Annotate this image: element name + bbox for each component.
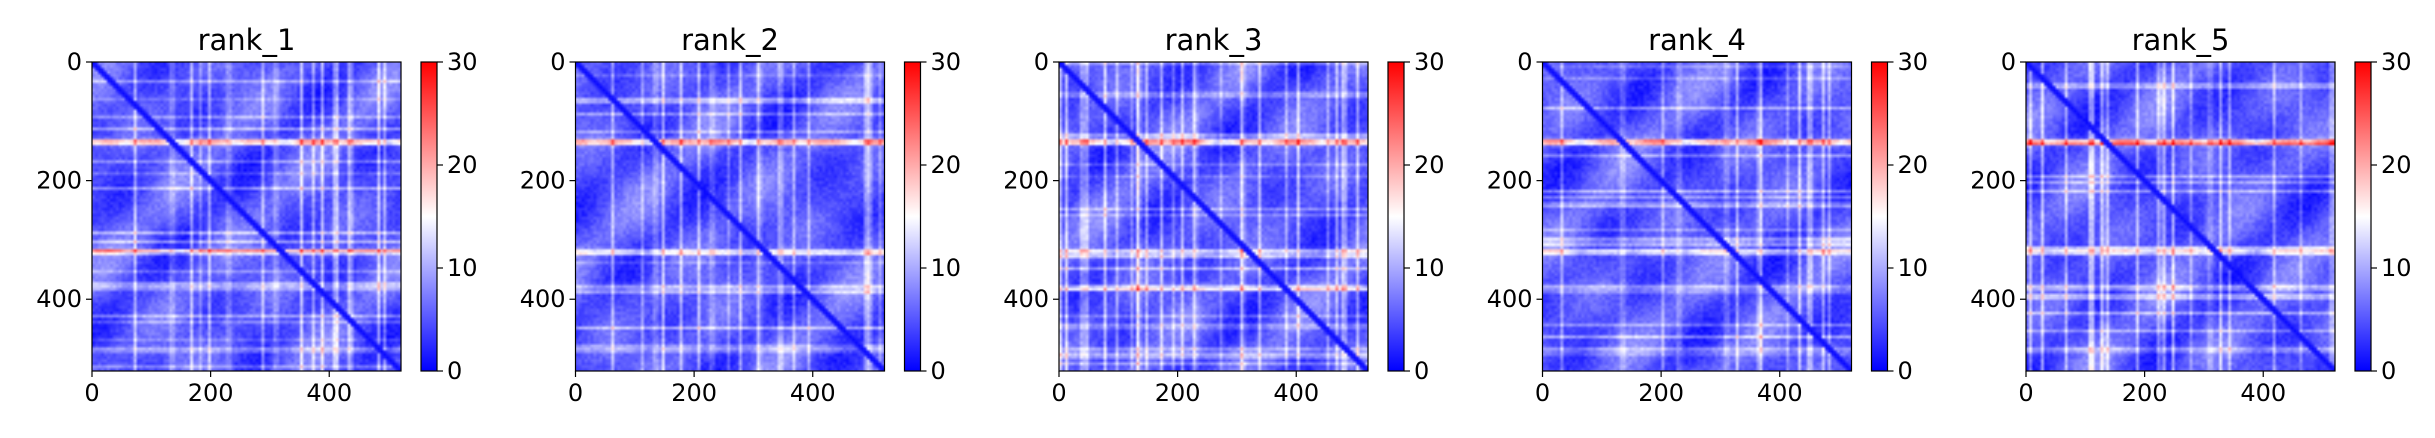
y-tick-label: 200 <box>1970 167 2016 195</box>
y-tick-label: 400 <box>1970 285 2016 313</box>
heatmap-frame <box>574 61 886 372</box>
colorbar-tick-label: 30 <box>2381 48 2412 76</box>
x-tick-label: 0 <box>1051 379 1066 407</box>
heatmap-image <box>92 62 401 371</box>
colorbar-tick-label: 10 <box>447 254 478 282</box>
x-tick-label: 200 <box>1638 379 1684 407</box>
colorbar-tick-label: 30 <box>1414 48 1445 76</box>
colorbar-tick-label: 0 <box>1898 357 1913 385</box>
heatmap-image <box>1542 62 1852 371</box>
colorbar-tick-label: 20 <box>1898 151 1929 179</box>
y-tick-label: 200 <box>1003 167 1049 195</box>
x-tick-label: 200 <box>671 379 717 407</box>
y-tick-label: 200 <box>1487 167 1533 195</box>
colorbar-tick-label: 20 <box>2381 151 2412 179</box>
colorbar-tick-label: 20 <box>1414 151 1445 179</box>
y-tick-label: 0 <box>67 48 82 76</box>
panel-title: rank_1 <box>198 23 296 57</box>
x-tick-label: 400 <box>1757 379 1803 407</box>
heatmap-panel: rank_2 0 200 400 0 200 400 0 10 20 30 <box>520 23 961 407</box>
y-tick-label: 0 <box>2001 48 2016 76</box>
x-tick-label: 400 <box>2240 379 2286 407</box>
y-tick-label: 0 <box>1034 48 1049 76</box>
x-tick-label: 200 <box>2122 379 2168 407</box>
heatmap-frame <box>1058 61 1369 372</box>
panel-title: rank_2 <box>681 23 779 57</box>
heatmap-frame <box>91 61 402 372</box>
y-tick-label: 400 <box>1003 285 1049 313</box>
colorbar-tick-label: 10 <box>1898 254 1929 282</box>
x-tick-label: 200 <box>188 379 234 407</box>
panel-title: rank_5 <box>2132 23 2230 57</box>
heatmap-panel: rank_1 0 200 400 0 200 400 0 10 20 30 <box>36 23 477 407</box>
colorbar <box>1387 61 1405 372</box>
heatmap-image <box>575 62 885 371</box>
y-tick-label: 0 <box>550 48 565 76</box>
colorbar-tick-label: 0 <box>931 357 946 385</box>
heatmap-image <box>1059 62 1368 371</box>
colorbar <box>2354 61 2372 372</box>
colorbar-tick-label: 0 <box>2381 357 2396 385</box>
colorbar-tick-label: 30 <box>447 48 478 76</box>
colorbar-tick-label: 10 <box>2381 254 2412 282</box>
x-tick-label: 400 <box>790 379 836 407</box>
colorbar-tick-label: 20 <box>931 151 962 179</box>
colorbar <box>903 61 922 372</box>
colorbar <box>1870 61 1889 372</box>
heatmap-panel: rank_4 0 200 400 0 200 400 0 10 20 30 <box>1487 23 1928 407</box>
x-tick-label: 0 <box>84 379 99 407</box>
colorbar-tick-label: 0 <box>447 357 462 385</box>
panel-title: rank_3 <box>1165 23 1263 57</box>
x-tick-label: 400 <box>306 379 352 407</box>
x-tick-label: 0 <box>568 379 583 407</box>
y-tick-label: 400 <box>36 285 82 313</box>
colorbar-tick-label: 0 <box>1414 357 1429 385</box>
y-tick-label: 200 <box>520 167 566 195</box>
panel-title: rank_4 <box>1648 23 1746 57</box>
colorbar-tick-label: 30 <box>931 48 962 76</box>
colorbar-tick-label: 30 <box>1898 48 1929 76</box>
y-tick-label: 200 <box>36 167 82 195</box>
heatmap-panel: rank_3 0 200 400 0 200 400 0 10 20 30 <box>1003 23 1444 407</box>
y-tick-label: 400 <box>520 285 566 313</box>
y-tick-label: 0 <box>1517 48 1532 76</box>
heatmap-frame <box>2025 61 2336 372</box>
colorbar-tick-label: 10 <box>1414 254 1445 282</box>
y-tick-label: 400 <box>1487 285 1533 313</box>
x-tick-label: 0 <box>2018 379 2033 407</box>
heatmap-image <box>2026 62 2335 371</box>
heatmap-panel: rank_5 0 200 400 0 200 400 0 10 20 30 <box>1970 23 2411 407</box>
heatmap-frame <box>1541 61 1853 372</box>
x-tick-label: 400 <box>1273 379 1319 407</box>
colorbar <box>420 61 438 372</box>
colorbar-tick-label: 20 <box>447 151 478 179</box>
colorbar-tick-label: 10 <box>931 254 962 282</box>
x-tick-label: 200 <box>1155 379 1201 407</box>
x-tick-label: 0 <box>1535 379 1550 407</box>
